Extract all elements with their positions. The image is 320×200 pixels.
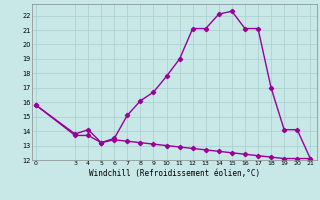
- X-axis label: Windchill (Refroidissement éolien,°C): Windchill (Refroidissement éolien,°C): [89, 169, 260, 178]
